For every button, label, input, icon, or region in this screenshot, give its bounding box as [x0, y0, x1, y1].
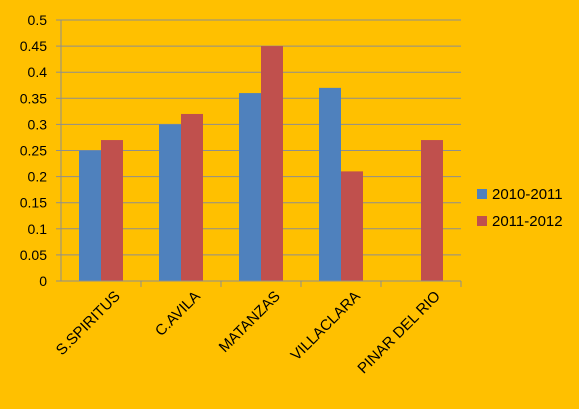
y-tick-label: 0.5 [28, 12, 48, 28]
bar-series-1 [239, 93, 261, 281]
y-tick-label: 0.45 [20, 38, 47, 54]
bar-series-1 [79, 150, 101, 281]
y-tick-labels: 0 0.05 0.1 0.15 0.2 0.25 0.3 0.35 0.4 0.45 0.5 [20, 12, 47, 289]
legend: 2010-2011 2011-2012 [477, 186, 563, 230]
y-tick-label: 0.05 [20, 247, 47, 263]
legend-label: 2010-2011 [492, 186, 563, 203]
y-tick-label: 0.25 [20, 143, 47, 159]
bars [79, 46, 443, 282]
bar-series-2 [261, 46, 283, 281]
legend-swatch [477, 189, 487, 199]
y-tick-label: 0.35 [20, 90, 47, 106]
y-tick-label: 0.3 [28, 116, 48, 132]
axes [60, 20, 462, 287]
y-tick-label: 0.15 [20, 195, 47, 211]
bar-series-2 [181, 113, 203, 282]
bar-series-1 [159, 124, 181, 282]
y-tick-label: 0 [39, 273, 47, 289]
y-tick-label: 0.2 [28, 169, 48, 185]
legend-swatch [477, 216, 487, 226]
bar-series-2 [421, 140, 443, 281]
y-tick-label: 0.4 [28, 64, 48, 80]
legend-label: 2011-2012 [492, 213, 563, 230]
y-tick-label: 0.1 [28, 221, 48, 237]
bar-series-2 [341, 171, 363, 281]
bar-series-1 [319, 87, 341, 281]
bar-series-2 [101, 140, 123, 281]
